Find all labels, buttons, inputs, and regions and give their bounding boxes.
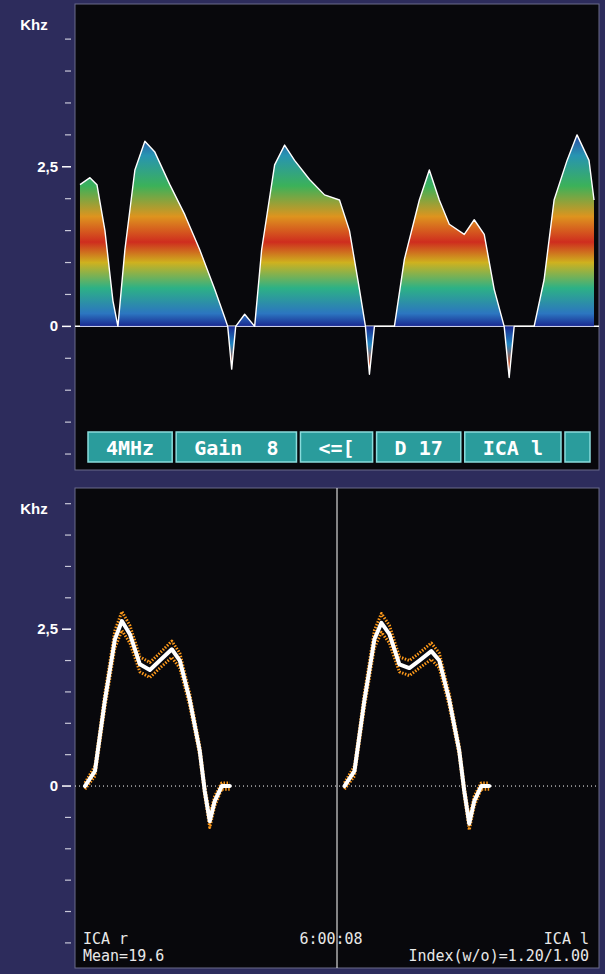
status-box xyxy=(88,432,172,462)
status-box xyxy=(176,432,296,462)
plot-marks xyxy=(75,135,599,378)
tick-label: 2,5 xyxy=(37,158,58,175)
error-band xyxy=(344,613,489,817)
minor-tick xyxy=(65,880,71,881)
status-text: D 17 xyxy=(395,436,443,460)
minor-tick xyxy=(65,534,71,535)
minor-tick xyxy=(65,39,71,40)
status-box xyxy=(377,432,461,462)
minor-tick xyxy=(65,198,71,199)
index-text: Index(w/o)=1.20/1.00 xyxy=(408,947,589,965)
mean-curve xyxy=(85,621,230,821)
minor-tick xyxy=(65,70,71,71)
error-band xyxy=(85,630,230,827)
plot-area xyxy=(75,488,599,968)
envelope xyxy=(80,135,594,378)
doppler-display: Khz 2,5 0 4MHz Gain 8 <=[ D 17 ICA l Khz 2,5 0 ICA … xyxy=(0,0,605,974)
minor-tick xyxy=(65,294,71,295)
status-text: <=[ xyxy=(318,436,354,460)
axis-title: Khz xyxy=(20,16,48,33)
minor-tick xyxy=(65,102,71,103)
minor-tick xyxy=(65,230,71,231)
status-box xyxy=(565,432,590,462)
minor-tick xyxy=(65,262,71,263)
divider xyxy=(337,488,338,968)
minor-tick xyxy=(65,358,71,359)
background xyxy=(0,0,605,974)
series-label: ICA r xyxy=(83,930,128,948)
minor-tick xyxy=(65,566,71,567)
status-box xyxy=(300,432,372,462)
error-band xyxy=(85,612,230,815)
tick xyxy=(62,166,71,168)
tick-label: 0 xyxy=(50,317,58,334)
timestamp: 6:00:08 xyxy=(299,930,362,948)
minor-tick xyxy=(65,422,71,423)
minor-tick xyxy=(65,848,71,849)
minor-tick xyxy=(65,134,71,135)
minor-tick xyxy=(65,691,71,692)
status-box xyxy=(465,432,561,462)
minor-tick xyxy=(65,942,71,943)
minor-tick xyxy=(65,911,71,912)
axis-title: Khz xyxy=(20,500,48,517)
minor-tick xyxy=(65,503,71,504)
status-text: 4MHz xyxy=(106,436,154,460)
minor-tick xyxy=(65,453,71,454)
minor-tick xyxy=(65,390,71,391)
status-text: ICA l xyxy=(483,436,543,460)
mean-text: Mean=19.6 xyxy=(83,947,164,965)
tick xyxy=(62,785,71,787)
minor-tick xyxy=(65,754,71,755)
tick-label: 2,5 xyxy=(37,620,58,637)
tick-label: 0 xyxy=(50,777,58,794)
status-text: Gain 8 xyxy=(194,436,278,460)
spectrum-area xyxy=(80,135,594,378)
minor-tick xyxy=(65,597,71,598)
mean-curve xyxy=(344,623,489,824)
minor-tick xyxy=(65,723,71,724)
minor-tick xyxy=(65,660,71,661)
tick xyxy=(62,326,71,328)
plot-area xyxy=(75,4,599,470)
minor-tick xyxy=(65,817,71,818)
tick xyxy=(62,628,71,630)
series-label: ICA l xyxy=(544,930,589,948)
